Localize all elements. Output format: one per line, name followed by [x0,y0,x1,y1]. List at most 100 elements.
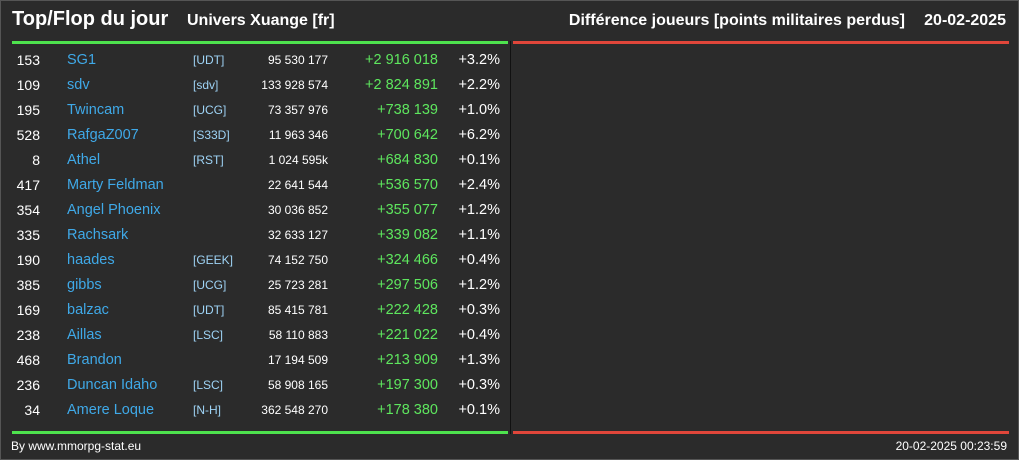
player-rank: 417 [16,177,40,193]
alliance-tag-link[interactable]: [UCG] [193,103,227,117]
table-row: 169 balzac [UDT] 85 415 781 +222 428 +0.3% [12,298,508,323]
points-difference: +222 428 [377,302,438,318]
player-points: 85 415 781 [267,303,328,317]
player-rank: 335 [16,227,40,243]
table-row: 8 Athel [RST] 1 024 595k +684 830 +0.1% [12,148,508,173]
player-points: 11 963 346 [268,128,328,142]
ranking-date: 20-02-2025 [924,12,1006,29]
player-points: 74 152 750 [267,253,328,267]
player-points: 1 024 595k [268,153,328,167]
player-name-link[interactable]: RafgaZ007 [67,127,139,143]
player-name-link[interactable]: SG1 [67,52,97,68]
table-row: 528 RafgaZ007 [S33D] 11 963 346 +700 642 +6.2… [12,123,508,148]
player-name-link[interactable]: haades [67,252,115,268]
alliance-tag-link[interactable]: [GEEK] [193,253,234,267]
player-name-link[interactable]: gibbs [67,277,102,293]
player-rank: 190 [16,252,40,268]
points-difference: +339 082 [377,227,438,243]
percent-change: +1.1% [458,227,500,243]
player-rank: 8 [32,152,40,168]
points-difference: +2 824 891 [365,77,438,93]
percent-change: +0.3% [458,302,500,318]
player-name-link[interactable]: Brandon [67,352,122,368]
percent-change: +1.3% [458,352,500,368]
table-row: 153 SG1 [UDT] 95 530 177 +2 916 018 +3.2% [12,48,508,73]
flop-accent-bar-bottom [513,431,1009,434]
alliance-tag-link[interactable]: [sdv] [193,78,219,92]
table-row: 195 Twincam [UCG] 73 357 976 +738 139 +1.0% [12,98,508,123]
player-points: 22 641 544 [267,178,328,192]
points-difference: +738 139 [377,102,438,118]
table-row: 385 gibbs [UCG] 25 723 281 +297 506 +1.2% [12,273,508,298]
player-name-link[interactable]: balzac [67,302,109,318]
percent-change: +2.2% [458,77,500,93]
player-name-link[interactable]: Angel Phoenix [67,202,161,218]
table-row: 335 Rachsark 32 633 127 +339 082 +1.1% [12,223,508,248]
percent-change: +0.3% [458,377,500,393]
player-points: 73 357 976 [267,103,328,117]
table-row: 190 haades [GEEK] 74 152 750 +324 466 +0.4% [12,248,508,273]
percent-change: +0.1% [458,402,500,418]
player-name-link[interactable]: Rachsark [67,227,129,243]
player-rank: 34 [24,402,40,418]
player-points: 25 723 281 [267,278,328,292]
alliance-tag-link[interactable]: [LSC] [193,378,224,392]
table-row: 417 Marty Feldman 22 641 544 +536 570 +2.4% [12,173,508,198]
player-name-link[interactable]: Athel [67,152,101,168]
player-rank: 385 [16,277,40,293]
player-points: 133 928 574 [261,78,328,92]
top-players-list: 153 SG1 [UDT] 95 530 177 +2 916 018 +3.2% 109 s… [12,48,508,423]
points-difference: +355 077 [377,202,438,218]
percent-change: +6.2% [458,127,500,143]
player-points: 58 110 883 [268,328,328,342]
player-name-link[interactable]: sdv [67,77,90,93]
alliance-tag-link[interactable]: [UDT] [193,53,225,67]
points-difference: +684 830 [377,152,438,168]
player-rank: 528 [16,127,40,143]
column-divider [510,41,511,434]
player-name-link[interactable]: Marty Feldman [67,177,164,193]
player-points: 362 548 270 [261,403,328,417]
percent-change: +0.1% [458,152,500,168]
alliance-tag-link[interactable]: [S33D] [193,128,230,142]
player-rank: 238 [16,327,40,343]
player-rank: 354 [16,202,40,218]
generated-timestamp: 20-02-2025 00:23:59 [895,439,1007,453]
points-difference: +221 022 [377,327,438,343]
player-rank: 109 [16,77,40,93]
source-credit: By www.mmorpg-stat.eu [11,439,142,453]
alliance-tag-link[interactable]: [UDT] [193,303,225,317]
alliance-tag-link[interactable]: [UCG] [193,278,227,292]
table-row: 354 Angel Phoenix 30 036 852 +355 077 +1.2% [12,198,508,223]
player-points: 95 530 177 [267,53,328,67]
player-points: 30 036 852 [267,203,328,217]
player-rank: 468 [16,352,40,368]
alliance-tag-link[interactable]: [N-H] [193,403,221,417]
player-name-link[interactable]: Twincam [67,102,125,118]
table-row: 109 sdv [sdv] 133 928 574 +2 824 891 +2.2% [12,73,508,98]
universe-label: Univers Xuange [fr] [187,12,335,29]
alliance-tag-link[interactable]: [RST] [193,153,224,167]
player-name-link[interactable]: Amere Loque [67,402,155,418]
player-rank: 195 [16,102,40,118]
percent-change: +0.4% [458,252,500,268]
points-difference: +2 916 018 [365,52,438,68]
player-name-link[interactable]: Duncan Idaho [67,377,158,393]
top-accent-bar [12,41,508,44]
player-points: 58 908 165 [267,378,328,392]
percent-change: +1.2% [458,202,500,218]
points-difference: +700 642 [377,127,438,143]
player-rank: 169 [16,302,40,318]
player-points: 32 633 127 [267,228,328,242]
table-row: 236 Duncan Idaho [LSC] 58 908 165 +197 300 +0… [12,373,508,398]
player-rank: 153 [16,52,40,68]
points-difference: +324 466 [377,252,438,268]
points-difference: +197 300 [377,377,438,393]
percent-change: +0.4% [458,327,500,343]
percent-change: +1.2% [458,277,500,293]
player-name-link[interactable]: Aillas [67,327,102,343]
ranking-subtitle: Différence joueurs [points militaires pe… [568,12,905,29]
points-difference: +213 909 [377,352,438,368]
player-rank: 236 [16,377,40,393]
alliance-tag-link[interactable]: [LSC] [193,328,224,342]
